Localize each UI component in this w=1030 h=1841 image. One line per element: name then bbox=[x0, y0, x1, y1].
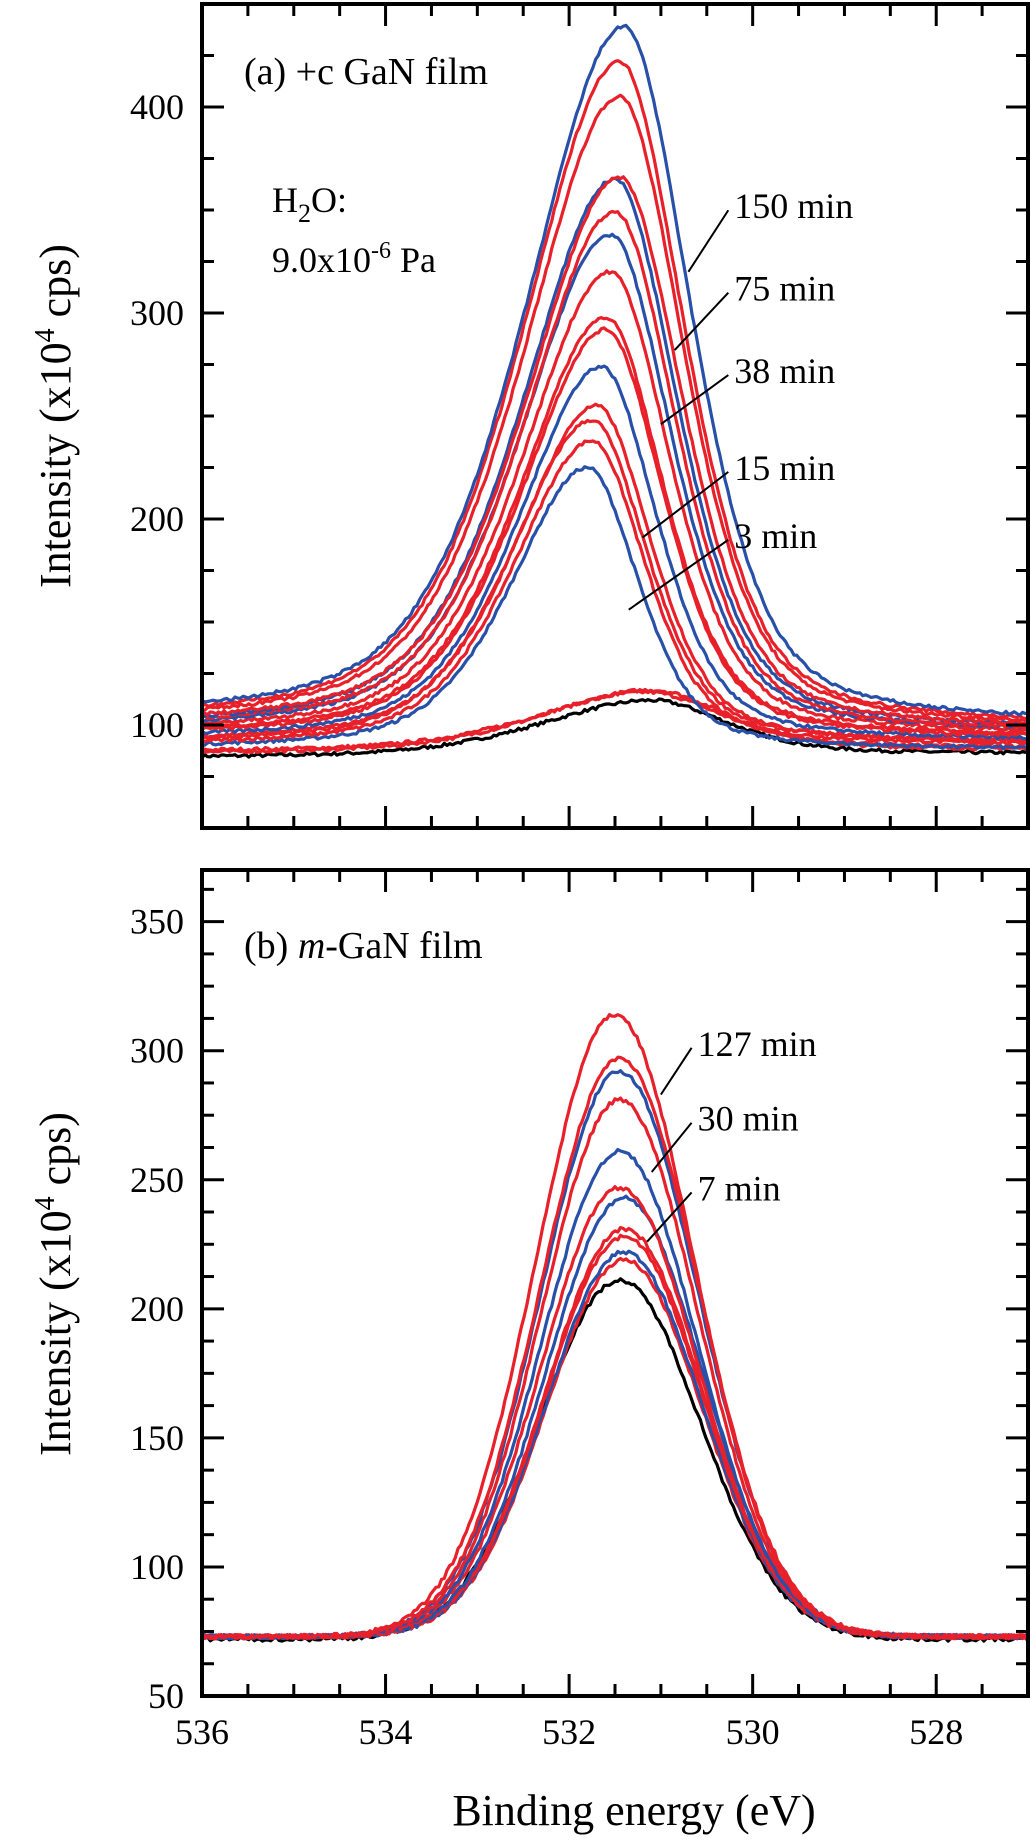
spectrum-curve bbox=[201, 1225, 1029, 1641]
spectrum-curve bbox=[201, 1249, 1028, 1641]
spectrum-curve bbox=[201, 326, 1029, 738]
y-tick-label: 300 bbox=[130, 293, 184, 333]
time-label: 150 min bbox=[734, 186, 853, 226]
x-tick-label: 532 bbox=[542, 1712, 596, 1752]
spectrum-curve bbox=[200, 697, 1029, 759]
spectrum-curve bbox=[201, 1055, 1030, 1641]
spectrum-curve bbox=[201, 1012, 1029, 1641]
time-label-leader bbox=[687, 209, 730, 273]
x-tick-label: 534 bbox=[359, 1712, 413, 1752]
panel-a-time-labels: 150 min 75 min 38 min 15 min 3 min bbox=[628, 186, 853, 611]
time-label: 7 min bbox=[698, 1168, 781, 1208]
spectrum-curve bbox=[201, 465, 1029, 751]
y-tick-label: 100 bbox=[130, 1547, 184, 1587]
time-label-leader bbox=[660, 374, 729, 426]
y-tick-label: 100 bbox=[130, 705, 184, 745]
spectrum-curve bbox=[202, 1233, 1029, 1641]
spectrum-curve bbox=[200, 316, 1029, 736]
panel-b-label: (b) m-GaN film bbox=[244, 925, 483, 967]
y-tick-label: 300 bbox=[130, 1031, 184, 1071]
panel-b-time-labels: 127 min 30 min 7 min bbox=[646, 1024, 817, 1243]
spectrum-curve bbox=[201, 687, 1029, 755]
time-label-leader bbox=[641, 471, 729, 539]
y-tick-label: 50 bbox=[148, 1676, 184, 1716]
spectrum-curve bbox=[201, 1277, 1030, 1643]
panel-a-curves bbox=[200, 23, 1030, 759]
x-tick-label: 536 bbox=[175, 1712, 229, 1752]
time-label: 30 min bbox=[698, 1099, 799, 1139]
spectrum-curve bbox=[201, 209, 1029, 730]
spectrum-curve bbox=[201, 1069, 1029, 1641]
spectrum-curve bbox=[201, 1256, 1029, 1641]
spectrum-curve bbox=[201, 93, 1029, 723]
panel-b-curves bbox=[201, 1012, 1030, 1643]
time-label-leader bbox=[673, 291, 730, 351]
time-label-leader bbox=[646, 1191, 693, 1243]
spectrum-curve bbox=[201, 23, 1028, 717]
pressure-label: 9.0x10-6 Pa bbox=[272, 238, 436, 280]
time-label: 75 min bbox=[734, 269, 835, 309]
spectrum-curve bbox=[201, 232, 1029, 730]
y-tick-label: 400 bbox=[130, 87, 184, 127]
spectrum-curve bbox=[201, 269, 1029, 733]
panel-a-ticks: 100 200 300 400 bbox=[130, 4, 1028, 828]
water-label: H2O: bbox=[272, 180, 347, 228]
y-tick-label: 150 bbox=[130, 1418, 184, 1458]
spectrum-curve bbox=[200, 59, 1029, 721]
y-tick-label: 250 bbox=[130, 1160, 184, 1200]
panel-b-ticks: 50 100 150 200 250 300 350 536 534 532 530 528 bbox=[130, 870, 1028, 1752]
y-tick-label: 200 bbox=[130, 1289, 184, 1329]
spectrum-curve bbox=[201, 402, 1029, 744]
y-tick-label: 350 bbox=[130, 902, 184, 942]
panel-a: 100 200 300 400 (a) +c GaN film H2O: 9.0x10… bbox=[30, 2, 1030, 830]
time-label: 3 min bbox=[734, 516, 817, 556]
spectrum-curve bbox=[201, 364, 1029, 741]
time-label-leader bbox=[628, 539, 729, 611]
spectrum-curve bbox=[201, 1147, 1030, 1641]
x-tick-label: 528 bbox=[909, 1712, 963, 1752]
time-label-leader bbox=[660, 1047, 693, 1096]
time-label-leader bbox=[650, 1122, 693, 1173]
time-label: 38 min bbox=[734, 351, 835, 391]
x-tick-label: 530 bbox=[726, 1712, 780, 1752]
y-tick-label: 200 bbox=[130, 499, 184, 539]
x-axis-title: Binding energy (eV) bbox=[452, 1786, 815, 1835]
panel-b-y-axis-title: Intensity (x104 cps) bbox=[30, 1112, 80, 1456]
panel-a-label: (a) +c GaN film bbox=[244, 51, 488, 93]
time-label: 127 min bbox=[698, 1024, 817, 1064]
panel-b: 50 100 150 200 250 300 350 536 534 532 530 528 (b) … bbox=[30, 868, 1030, 1835]
spectrum-curve bbox=[201, 1096, 1029, 1641]
spectrum-curve bbox=[201, 175, 1030, 727]
panel-a-y-axis-title: Intensity (x104 cps) bbox=[30, 244, 80, 588]
time-label: 15 min bbox=[734, 448, 835, 488]
